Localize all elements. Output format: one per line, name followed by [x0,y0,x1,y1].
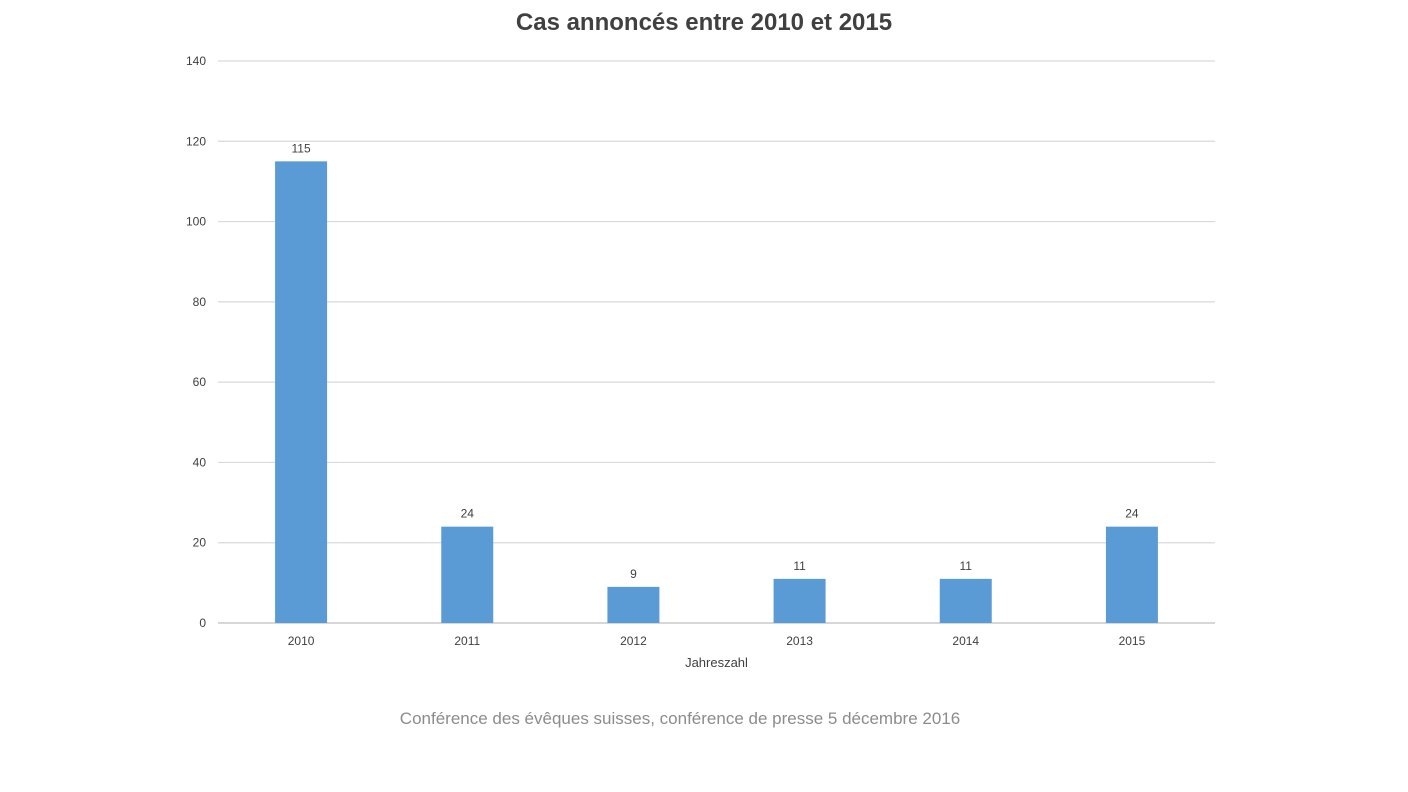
bar-chart: 0 20 40 60 80 100 120 140 115 2010 24 2011 9 2012 11 20… [186,54,1215,670]
bar-2014 [939,578,992,623]
gridlines [218,60,1215,624]
labels: 0 20 40 60 80 100 120 140 115 2010 24 2011 9 2012 11 20… [186,54,1146,648]
data-label-2012: 9 [630,567,637,581]
chart-title: Cas annoncés entre 2010 et 2015 [515,9,893,36]
y-tick-label: 0 [199,616,206,630]
bars [275,161,1158,623]
x-tick-label-2011: 2011 [454,634,480,648]
bar-2013 [773,578,826,623]
x-tick-label-2014: 2014 [952,634,979,648]
source-caption: Conférence des évêques suisses, conféren… [399,709,961,728]
y-tick-label: 40 [193,455,207,469]
x-axis-title: Jahreszahl [685,655,748,670]
data-label-2011: 24 [461,507,475,521]
bar-2010 [275,161,328,623]
y-tick-label: 80 [193,295,207,309]
y-tick-label: 140 [186,54,206,68]
y-tick-label: 100 [186,215,206,229]
x-tick-label-2015: 2015 [1119,634,1146,648]
data-label-2014: 11 [960,559,973,573]
bar-2011 [441,526,494,623]
y-tick-label: 120 [186,134,206,148]
data-label-2015: 24 [1125,507,1139,521]
bar-2012 [607,586,660,623]
y-tick-label: 20 [193,536,207,550]
bar-2015 [1105,526,1158,623]
x-tick-label-2013: 2013 [786,634,813,648]
y-tick-label: 60 [193,375,207,389]
data-label-2010: 115 [292,141,311,155]
x-tick-label-2010: 2010 [288,634,315,648]
data-label-2013: 11 [793,559,806,573]
x-tick-label-2012: 2012 [620,634,647,648]
